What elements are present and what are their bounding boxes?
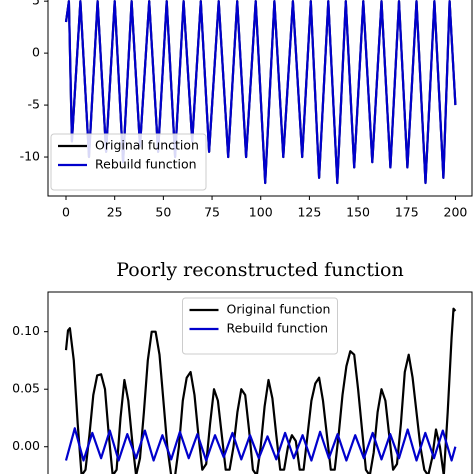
y-tick-label: 0.05 [12,381,40,396]
y-tick-label: 0.10 [12,323,40,338]
legend-label: Rebuild function [227,321,329,336]
y-tick-label: -10 [20,149,40,164]
x-tick-label: 100 [249,205,273,220]
data-line [64,307,457,474]
x-tick-label: 75 [204,205,220,220]
y-tick-label: 0 [32,45,40,60]
x-tick-label: 0 [62,205,70,220]
legend-label: Original function [227,302,331,317]
x-tick-label: 25 [107,205,123,220]
legend-box [182,297,338,355]
y-tick-label: 5 [32,0,40,8]
chart-title: Poorly reconstructed function [116,259,403,281]
legend-box [50,133,207,191]
x-tick-label: 125 [297,205,321,220]
x-tick-label: 200 [444,205,468,220]
y-tick-label: 0.00 [12,438,40,453]
x-tick-label: 175 [395,205,419,220]
x-tick-label: 50 [155,205,171,220]
legend-label: Rebuild function [95,157,197,172]
data-line [64,427,457,462]
y-tick-label: -5 [28,97,40,112]
data-line [64,0,457,185]
legend-label: Original function [95,138,199,153]
axes-frame [47,0,473,197]
x-tick-label: 150 [346,205,370,220]
